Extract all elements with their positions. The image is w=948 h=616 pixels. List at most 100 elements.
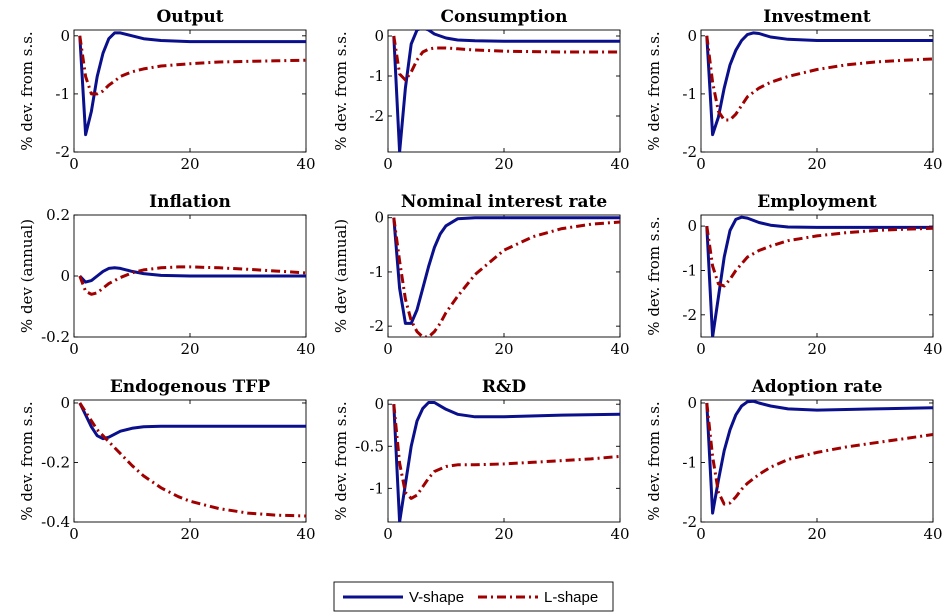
series-line-v-shape	[78, 266, 306, 284]
y-tick-label: -2	[369, 107, 384, 125]
x-tick-label: 0	[383, 525, 393, 543]
y-tick-label: -2	[682, 513, 697, 531]
x-tick-label: 0	[696, 525, 706, 543]
y-axis-label: % dev. from s.s.	[645, 216, 663, 335]
panel-title: Output	[156, 7, 223, 27]
panel-nominal-interest-rate: Nominal interest rate % dev (annual) 0 20 40…	[332, 192, 630, 358]
x-tick-label: 0	[383, 155, 393, 173]
x-tick-label: 0	[696, 340, 706, 358]
y-tick-label: 0	[60, 394, 70, 412]
y-tick-label: -0.4	[41, 513, 70, 531]
series-line-v-shape	[392, 216, 620, 325]
panel-output: Output % dev. from s.s. 0 20 40 -2 -1 0	[18, 7, 316, 173]
y-axis-label: % dev. from s.s.	[332, 401, 350, 520]
panel-title: Nominal interest rate	[401, 192, 608, 212]
panel-endogenous-tfp: Endogenous TFP % dev. from s.s. 0 20 40 -0.4 -…	[18, 377, 316, 543]
y-axis-label: % dev (annual)	[332, 219, 350, 333]
y-tick-label: -1	[682, 261, 697, 279]
axes-box	[73, 399, 307, 523]
panel-investment: Investment % dev. from s.s. 0 20 40 -2 -1 0	[645, 7, 943, 173]
x-tick-label: 20	[180, 525, 199, 543]
y-tick-label: 0.2	[46, 206, 70, 224]
x-tick-label: 40	[296, 525, 315, 543]
panel-title: Inflation	[149, 192, 231, 212]
x-tick-label: 20	[180, 340, 199, 358]
series-line-l-shape	[78, 265, 306, 296]
y-tick-label: -1	[55, 85, 70, 103]
y-tick-label: -2	[369, 317, 384, 335]
y-tick-label: 0	[687, 394, 697, 412]
y-tick-label: -1	[369, 67, 384, 85]
y-tick-label: 0	[687, 27, 697, 45]
y-axis-label: % dev. from s.s.	[18, 401, 36, 520]
panel-title: R&D	[482, 377, 526, 397]
y-tick-label: -2	[682, 143, 697, 161]
legend: V-shape L-shape	[333, 581, 614, 612]
series-line-v-shape	[705, 31, 933, 137]
x-tick-label: 20	[494, 155, 513, 173]
y-axis-label: % dev. from s.s.	[18, 31, 36, 150]
legend-label-l-shape: L-shape	[544, 589, 598, 606]
x-tick-label: 20	[807, 155, 826, 173]
axes-box	[700, 214, 934, 338]
legend-label-v-shape: V-shape	[409, 589, 464, 606]
x-tick-label: 40	[923, 525, 942, 543]
panel-adoption-rate: Adoption rate % dev. from s.s. 0 20 40 -2 -1 0	[645, 377, 943, 543]
panel-r-d: R&D % dev. from s.s. 0 20 40 -1 -0.5 0	[332, 377, 630, 543]
series-line-l-shape	[392, 35, 620, 82]
y-tick-label: -0.2	[41, 453, 70, 471]
x-tick-label: 20	[494, 525, 513, 543]
y-tick-label: 0	[374, 395, 384, 413]
series-line-l-shape	[705, 35, 933, 122]
panel-title: Consumption	[440, 7, 567, 27]
series-line-v-shape	[392, 401, 620, 522]
panel-title: Employment	[757, 192, 877, 212]
x-tick-label: 20	[807, 340, 826, 358]
x-tick-label: 40	[610, 340, 629, 358]
y-tick-label: 0	[687, 217, 697, 235]
series-line-l-shape	[78, 402, 306, 518]
series-line-l-shape	[392, 217, 620, 337]
panel-title: Investment	[763, 7, 871, 27]
x-tick-label: 0	[69, 340, 79, 358]
x-tick-label: 40	[923, 155, 942, 173]
x-tick-label: 20	[807, 525, 826, 543]
y-tick-label: 0	[60, 267, 70, 285]
x-tick-label: 0	[696, 155, 706, 173]
panel-consumption: Consumption % dev. from s.s. 0 20 40 -2 -1 0	[332, 7, 630, 173]
x-tick-label: 40	[923, 340, 942, 358]
panel-title: Adoption rate	[751, 377, 883, 397]
y-tick-label: -2	[55, 143, 70, 161]
x-tick-label: 40	[296, 155, 315, 173]
axes-box	[387, 214, 621, 338]
x-tick-label: 20	[494, 340, 513, 358]
x-tick-label: 40	[610, 155, 629, 173]
series-line-v-shape	[392, 30, 620, 152]
y-tick-label: -1	[369, 479, 384, 497]
series-line-v-shape	[705, 400, 933, 515]
axes-box	[387, 29, 621, 153]
series-line-v-shape	[78, 31, 306, 137]
series-line-l-shape	[705, 225, 933, 288]
x-tick-label: 0	[69, 155, 79, 173]
x-tick-label: 40	[296, 340, 315, 358]
y-tick-label: -1	[682, 453, 697, 471]
y-tick-label: -0.2	[41, 328, 70, 346]
y-axis-label: % dev. from s.s.	[645, 401, 663, 520]
y-tick-label: -1	[682, 85, 697, 103]
legend-box	[333, 581, 614, 612]
panel-title: Endogenous TFP	[110, 377, 271, 397]
y-axis-label: % dev (annual)	[18, 219, 36, 333]
y-tick-label: -1	[369, 263, 384, 281]
y-tick-label: 0	[374, 27, 384, 45]
y-tick-label: 0	[60, 27, 70, 45]
y-axis-label: % dev. from s.s.	[645, 31, 663, 150]
panel-inflation: Inflation% dev (annual)0 20 40-0.200.2	[18, 192, 316, 358]
x-tick-label: 0	[69, 525, 79, 543]
panel-employment: Employment % dev. from s.s. 0 20 40 -2 -1 0	[645, 192, 943, 358]
x-tick-label: 0	[383, 340, 393, 358]
y-axis-label: % dev. from s.s.	[332, 31, 350, 150]
x-tick-label: 40	[610, 525, 629, 543]
series-line-l-shape	[78, 35, 306, 96]
